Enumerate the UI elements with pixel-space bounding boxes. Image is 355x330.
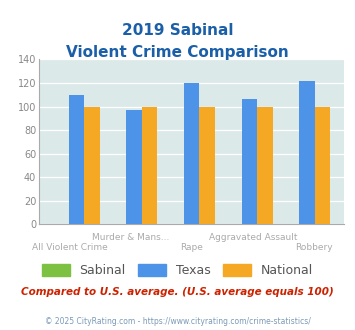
Bar <box>257 107 273 224</box>
Text: Compared to U.S. average. (U.S. average equals 100): Compared to U.S. average. (U.S. average … <box>21 287 334 297</box>
Text: Violent Crime Comparison: Violent Crime Comparison <box>66 45 289 59</box>
Bar <box>84 107 100 224</box>
Bar <box>184 83 200 224</box>
Bar <box>126 110 142 224</box>
Text: Rape: Rape <box>180 243 203 251</box>
Bar <box>200 107 215 224</box>
Bar <box>242 99 257 224</box>
Text: 2019 Sabinal: 2019 Sabinal <box>122 23 233 38</box>
Text: Aggravated Assault: Aggravated Assault <box>208 233 297 242</box>
Bar <box>69 95 84 224</box>
Text: All Violent Crime: All Violent Crime <box>32 243 108 251</box>
Bar <box>142 107 157 224</box>
Bar <box>299 81 315 224</box>
Legend: Sabinal, Texas, National: Sabinal, Texas, National <box>37 259 318 282</box>
Bar <box>315 107 331 224</box>
Text: © 2025 CityRating.com - https://www.cityrating.com/crime-statistics/: © 2025 CityRating.com - https://www.city… <box>45 317 310 326</box>
Text: Robbery: Robbery <box>295 243 333 251</box>
Text: Murder & Mans...: Murder & Mans... <box>92 233 169 242</box>
